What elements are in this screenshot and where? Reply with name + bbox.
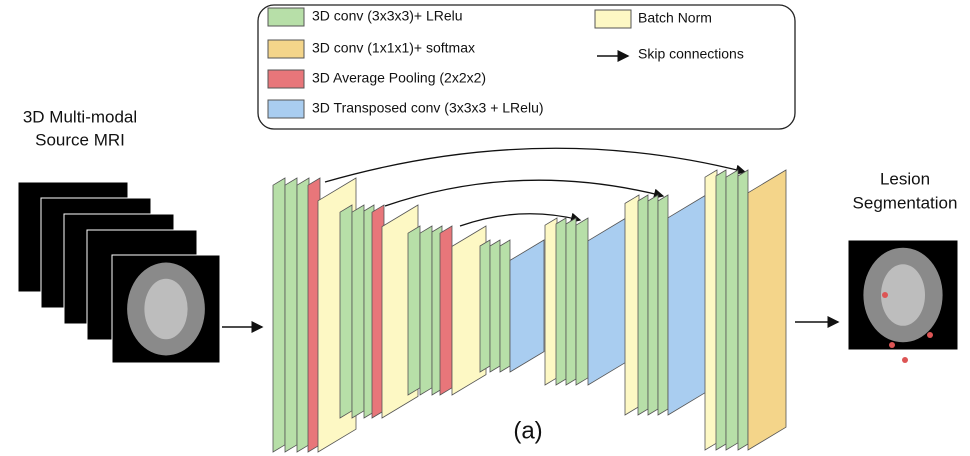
layer bbox=[340, 205, 352, 418]
layer bbox=[297, 178, 309, 452]
layer bbox=[500, 240, 510, 372]
input-label: Source MRI bbox=[35, 130, 125, 149]
lesion bbox=[902, 357, 908, 363]
layer bbox=[726, 170, 738, 450]
legend-swatch bbox=[595, 10, 631, 28]
layer bbox=[576, 218, 588, 385]
output-label: Lesion bbox=[880, 169, 930, 188]
layer bbox=[648, 195, 658, 415]
layer bbox=[705, 170, 717, 450]
legend-label: Skip connections bbox=[638, 46, 744, 62]
layer bbox=[566, 218, 576, 385]
layer bbox=[510, 240, 544, 372]
layer bbox=[352, 205, 364, 418]
layer bbox=[716, 170, 726, 450]
legend-label: Batch Norm bbox=[638, 10, 712, 26]
layer bbox=[480, 240, 490, 372]
layer bbox=[625, 195, 639, 415]
legend-swatch bbox=[268, 8, 304, 26]
layer bbox=[273, 178, 285, 452]
legend-label: 3D conv (1x1x1)+ softmax bbox=[312, 40, 475, 56]
layer bbox=[440, 226, 452, 395]
caption: (a) bbox=[513, 417, 542, 444]
legend-label: 3D Average Pooling (2x2x2) bbox=[312, 70, 486, 86]
output-label: Segmentation bbox=[853, 193, 958, 212]
layer bbox=[490, 240, 500, 372]
legend-swatch bbox=[268, 70, 304, 88]
diagram: 3D conv (3x3x3)+ LRelu 3D conv (1x1x1)+ … bbox=[0, 0, 970, 456]
brain-inner bbox=[144, 279, 187, 339]
legend-label: 3D conv (3x3x3)+ LRelu bbox=[312, 8, 463, 24]
layer bbox=[748, 170, 786, 450]
legend-swatch bbox=[268, 100, 304, 118]
layer bbox=[638, 195, 648, 415]
layer bbox=[738, 170, 748, 450]
input-label: 3D Multi-modal bbox=[23, 107, 137, 126]
skip-arrow bbox=[325, 148, 745, 182]
legend-label: 3D Transposed conv (3x3x3 + LRelu) bbox=[312, 100, 544, 116]
layer bbox=[285, 178, 297, 452]
legend-swatch bbox=[268, 40, 304, 58]
skip-arrow bbox=[385, 180, 663, 206]
layer bbox=[408, 226, 420, 395]
layer bbox=[420, 226, 432, 395]
lesion bbox=[882, 292, 888, 298]
layer bbox=[545, 218, 557, 385]
lesion bbox=[889, 342, 895, 348]
layer bbox=[556, 218, 566, 385]
layer bbox=[658, 195, 668, 415]
layer bbox=[668, 195, 706, 415]
lesion bbox=[927, 332, 933, 338]
layer bbox=[588, 218, 626, 385]
